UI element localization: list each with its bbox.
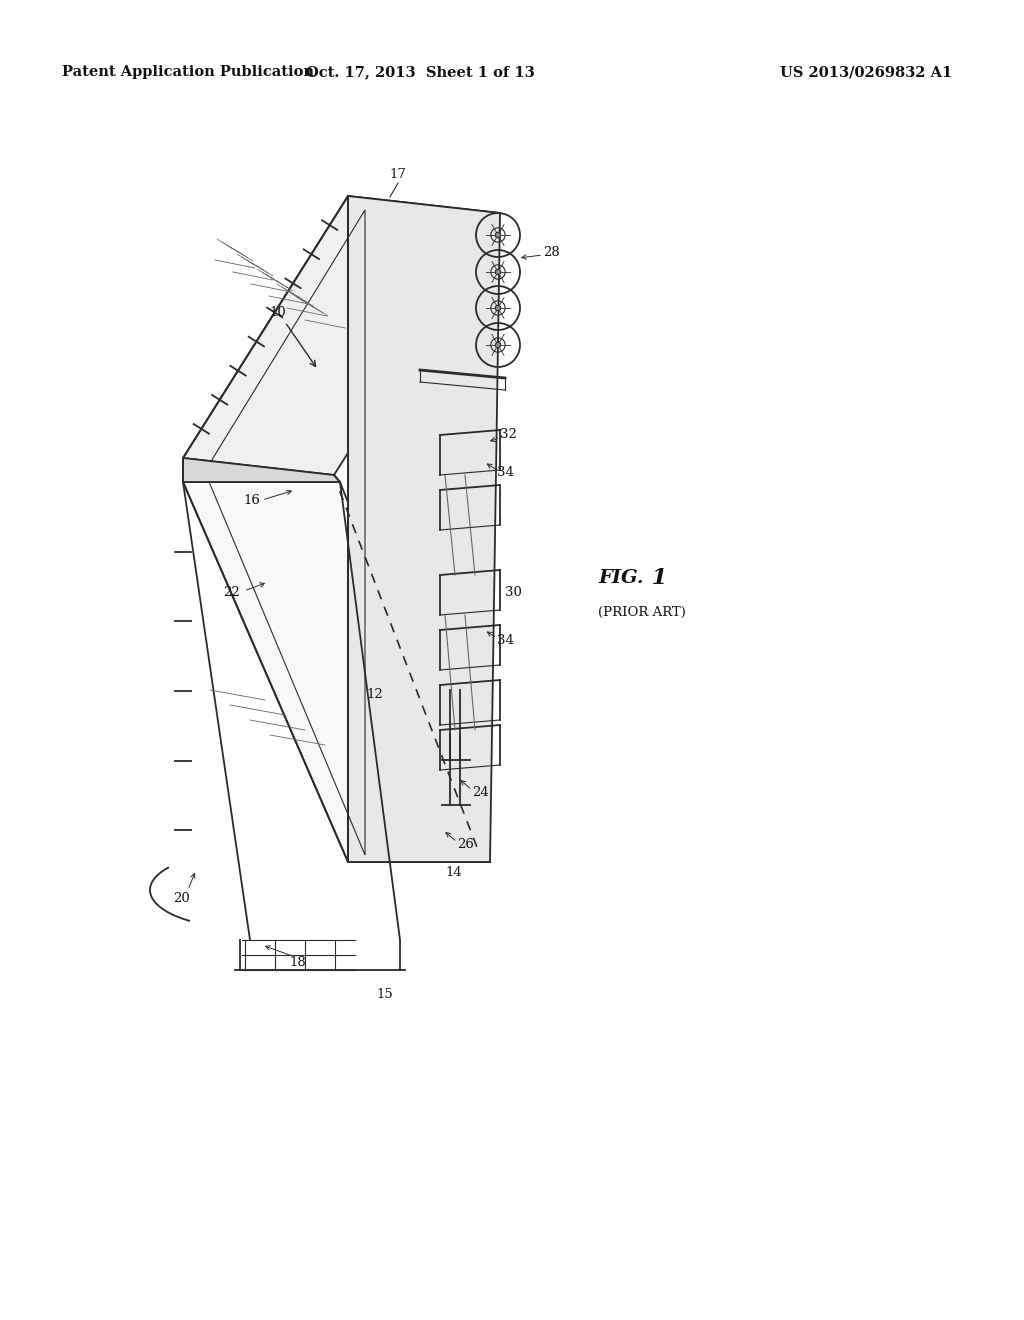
- Text: 1: 1: [644, 568, 668, 589]
- Text: 17: 17: [389, 169, 407, 181]
- Text: (PRIOR ART): (PRIOR ART): [598, 606, 686, 619]
- Text: 26: 26: [457, 838, 474, 851]
- Text: Oct. 17, 2013  Sheet 1 of 13: Oct. 17, 2013 Sheet 1 of 13: [305, 65, 535, 79]
- Polygon shape: [348, 195, 500, 862]
- Text: 14: 14: [445, 866, 462, 879]
- Text: 15: 15: [377, 989, 393, 1002]
- Text: 22: 22: [223, 586, 241, 599]
- Polygon shape: [183, 482, 490, 862]
- Text: 16: 16: [244, 494, 260, 507]
- Text: 32: 32: [500, 429, 517, 441]
- Text: 34: 34: [497, 466, 514, 479]
- Text: 34: 34: [497, 634, 514, 647]
- Ellipse shape: [496, 232, 501, 238]
- Text: 30: 30: [505, 586, 522, 598]
- Text: 18: 18: [290, 956, 306, 969]
- Text: 28: 28: [543, 247, 560, 260]
- Polygon shape: [183, 195, 500, 475]
- Ellipse shape: [496, 269, 501, 275]
- Ellipse shape: [496, 342, 501, 347]
- Text: FIG.: FIG.: [598, 569, 644, 587]
- Polygon shape: [183, 458, 340, 482]
- Text: 12: 12: [367, 689, 383, 701]
- Text: US 2013/0269832 A1: US 2013/0269832 A1: [780, 65, 952, 79]
- Text: 20: 20: [174, 891, 190, 904]
- Ellipse shape: [496, 305, 501, 310]
- Text: 10: 10: [269, 305, 287, 318]
- Text: Patent Application Publication: Patent Application Publication: [62, 65, 314, 79]
- Text: 24: 24: [472, 787, 488, 800]
